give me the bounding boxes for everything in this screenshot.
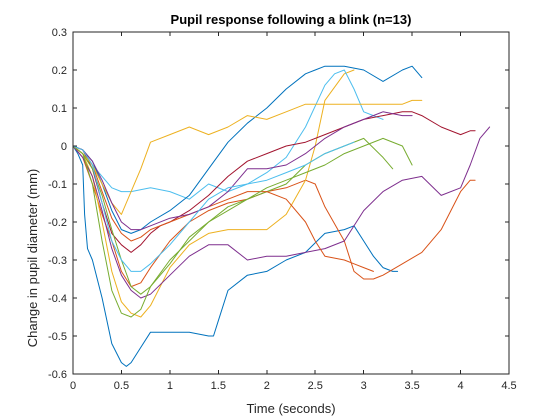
series-line-8 (72, 65, 423, 234)
y-tick-label: 0.2 (52, 65, 67, 77)
x-tick-label: 4 (457, 380, 463, 392)
x-tick-label: 4.5 (501, 380, 516, 392)
y-tick-label: -0.2 (48, 217, 67, 229)
x-tick-label: 3 (361, 380, 367, 392)
x-tick-label: 2.5 (308, 380, 323, 392)
y-tick-label: 0.1 (52, 103, 67, 115)
series-line-4 (72, 126, 491, 299)
chart-title: Pupil response following a blink (n=13) (171, 12, 412, 27)
series-line-7 (72, 111, 476, 253)
x-tick-label: 0.5 (114, 380, 129, 392)
series-line-1 (72, 145, 399, 367)
x-tick-label: 0 (70, 380, 76, 392)
series-line-6 (72, 69, 384, 200)
x-tick-label: 1 (167, 380, 173, 392)
y-tick-label: -0.6 (48, 369, 67, 381)
x-tick-label: 3.5 (404, 380, 419, 392)
series-line-2 (72, 145, 476, 288)
axes (72, 31, 510, 375)
y-tick-label: 0.3 (52, 27, 67, 39)
y-tick-label: 0 (61, 141, 67, 153)
y-tick-label: -0.4 (48, 293, 67, 305)
series-line-12 (72, 137, 413, 295)
x-axis-title: Time (seconds) (246, 401, 335, 416)
x-tick-label: 1.5 (211, 380, 226, 392)
y-tick-label: -0.5 (48, 331, 67, 343)
x-tick-label: 2 (264, 380, 270, 392)
plot-frame (72, 31, 510, 375)
series-line-3 (72, 69, 355, 318)
plot-lines (72, 65, 491, 367)
y-tick-label: -0.1 (48, 179, 67, 191)
y-axis-title: Change in pupil diameter (mm) (25, 169, 40, 347)
y-tick-label: -0.3 (48, 255, 67, 267)
ticks: 0 0.5 1 1.5 2 2.5 3 3.5 4 4.5 0.3 0.2 0.1 0 -0.1 -0.2 -0… (48, 27, 517, 392)
series-line-11 (72, 111, 413, 231)
series-line-13 (72, 141, 355, 272)
